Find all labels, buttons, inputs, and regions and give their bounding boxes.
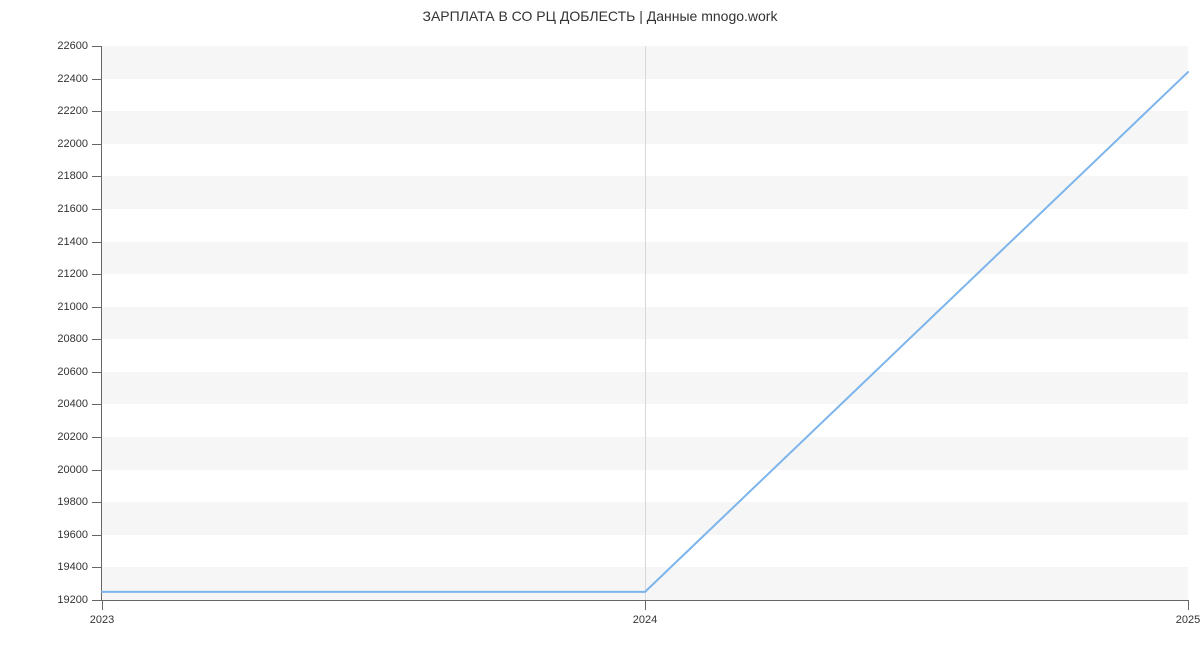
y-tick-label: 19800 (38, 496, 88, 508)
y-tick-label: 21000 (38, 301, 88, 313)
plot-area: 1920019400196001980020000202002040020600… (102, 46, 1188, 600)
chart-container: ЗАРПЛАТА В СО РЦ ДОБЛЕСТЬ | Данные mnogo… (0, 0, 1200, 650)
y-tick-mark (92, 535, 102, 536)
y-tick-mark (92, 242, 102, 243)
y-tick-mark (92, 600, 102, 601)
y-tick-label: 21200 (38, 268, 88, 280)
y-tick-label: 20600 (38, 366, 88, 378)
y-tick-label: 19600 (38, 529, 88, 541)
y-tick-mark (92, 339, 102, 340)
y-tick-label: 19200 (38, 594, 88, 606)
y-tick-mark (92, 502, 102, 503)
y-tick-mark (92, 437, 102, 438)
y-tick-label: 20800 (38, 333, 88, 345)
y-tick-label: 20000 (38, 464, 88, 476)
y-tick-mark (92, 404, 102, 405)
y-tick-label: 20400 (38, 398, 88, 410)
x-tick-label: 2025 (1176, 614, 1200, 626)
y-tick-label: 21600 (38, 203, 88, 215)
y-tick-label: 19400 (38, 561, 88, 573)
y-tick-mark (92, 79, 102, 80)
series-1 (102, 72, 1188, 592)
x-tick-label: 2024 (633, 614, 657, 626)
y-tick-label: 21400 (38, 236, 88, 248)
y-tick-label: 22600 (38, 40, 88, 52)
x-tick-mark (102, 600, 103, 610)
x-tick-label: 2023 (90, 614, 114, 626)
y-tick-label: 22400 (38, 73, 88, 85)
y-tick-mark (92, 567, 102, 568)
x-tick-mark (1188, 600, 1189, 610)
y-tick-mark (92, 307, 102, 308)
y-tick-label: 22200 (38, 105, 88, 117)
y-tick-mark (92, 372, 102, 373)
y-tick-mark (92, 274, 102, 275)
x-tick-mark (645, 600, 646, 610)
y-tick-label: 22000 (38, 138, 88, 150)
y-tick-mark (92, 111, 102, 112)
series-layer (102, 46, 1188, 600)
y-tick-mark (92, 470, 102, 471)
y-tick-mark (92, 46, 102, 47)
chart-title: ЗАРПЛАТА В СО РЦ ДОБЛЕСТЬ | Данные mnogo… (0, 8, 1200, 24)
y-tick-mark (92, 144, 102, 145)
y-tick-mark (92, 176, 102, 177)
y-tick-mark (92, 209, 102, 210)
y-tick-label: 21800 (38, 170, 88, 182)
y-tick-label: 20200 (38, 431, 88, 443)
